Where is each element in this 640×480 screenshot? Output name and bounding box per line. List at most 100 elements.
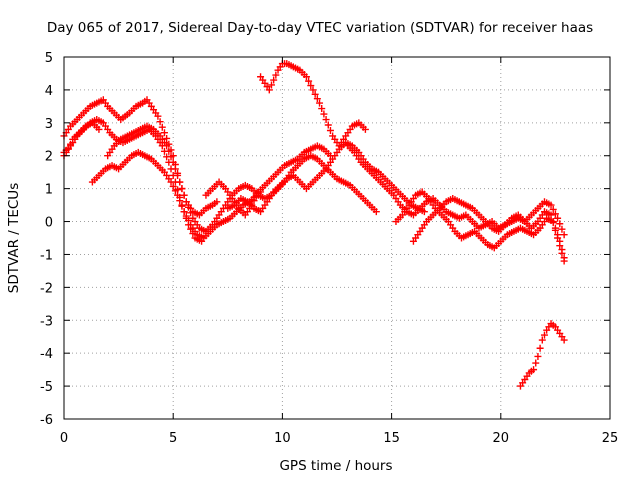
data-point	[558, 225, 566, 233]
data-point	[318, 105, 326, 113]
series-track-j	[392, 188, 568, 262]
data-point	[95, 125, 103, 133]
data-point	[270, 76, 278, 84]
x-axis-label: GPS time / hours	[279, 458, 392, 474]
data-point	[554, 214, 562, 222]
x-tick-label: 25	[602, 431, 619, 446]
chart-title: Day 065 of 2017, Sidereal Day-to-day VTE…	[47, 20, 593, 36]
series-track-i	[344, 142, 568, 265]
y-tick-label: 1	[45, 183, 53, 198]
y-axis-label: SDTVAR / TECUs	[6, 183, 22, 293]
data-point	[174, 171, 182, 179]
y-tick-label: -4	[40, 347, 53, 362]
series-track-k	[409, 195, 568, 245]
y-tick-label: 5	[45, 51, 53, 66]
data-point	[305, 77, 313, 85]
series-track-a	[60, 96, 221, 219]
data-point	[167, 153, 175, 161]
y-tick-label: -3	[40, 314, 53, 329]
data-point	[302, 73, 310, 81]
y-tick-label: -1	[40, 248, 53, 263]
x-tick-label: 0	[60, 431, 68, 446]
series-track-c	[60, 119, 103, 160]
data-point	[311, 90, 319, 98]
y-tick-label: 0	[45, 216, 53, 231]
data-point	[322, 116, 330, 124]
data-point	[530, 366, 538, 374]
data-point	[556, 220, 564, 228]
data-point	[536, 344, 544, 352]
data-point	[182, 198, 190, 206]
series-track-l	[516, 320, 568, 390]
data-point	[160, 129, 168, 137]
data-point	[558, 246, 566, 254]
data-point	[171, 187, 179, 195]
y-tick-label: 4	[45, 84, 53, 99]
data-point	[64, 145, 72, 153]
data-point	[171, 165, 179, 173]
series-track-h	[257, 60, 369, 150]
data-point	[178, 202, 186, 210]
data-point	[538, 336, 546, 344]
data-point	[267, 81, 275, 89]
data-point	[549, 218, 557, 226]
data-point	[167, 178, 175, 186]
grid-lines	[64, 57, 610, 419]
data-point	[556, 237, 564, 245]
data-point	[169, 182, 177, 190]
data-point	[551, 210, 559, 218]
data-points	[60, 60, 568, 390]
data-point	[156, 118, 164, 126]
data-point	[213, 198, 221, 206]
data-point	[165, 147, 173, 155]
x-tick-label: 10	[274, 431, 291, 446]
data-point	[560, 336, 568, 344]
data-point	[547, 201, 555, 209]
data-point	[554, 231, 562, 239]
data-point	[532, 359, 540, 367]
y-tick-label: 2	[45, 150, 53, 165]
y-tick-label: -6	[40, 413, 53, 428]
data-point	[549, 205, 557, 213]
data-point	[182, 212, 190, 220]
x-tick-label: 15	[383, 431, 400, 446]
data-point	[265, 86, 273, 94]
data-point	[178, 185, 186, 193]
y-tick-label: 3	[45, 117, 53, 132]
data-point	[176, 178, 184, 186]
data-point	[272, 71, 280, 79]
data-point	[560, 254, 568, 262]
data-point	[169, 158, 177, 166]
data-point	[540, 331, 548, 339]
data-point	[316, 99, 324, 107]
data-point	[309, 86, 317, 94]
axis-ticks: 0 5 10 15 20 25 -6 -5 -4 -3 -2 -1 0 1 2 3 4 5	[40, 51, 618, 446]
plot-frame	[63, 56, 611, 420]
data-point	[180, 208, 188, 216]
data-point	[252, 192, 260, 200]
data-point	[184, 216, 192, 224]
data-point	[154, 112, 162, 120]
x-tick-label: 5	[169, 431, 177, 446]
data-point	[326, 126, 334, 134]
data-point	[560, 231, 568, 239]
data-point	[184, 203, 192, 211]
data-point	[324, 121, 332, 129]
series-track-e	[104, 122, 380, 235]
data-point	[313, 95, 321, 103]
data-point	[187, 209, 195, 217]
data-point	[551, 224, 559, 232]
data-point	[420, 208, 428, 216]
data-point	[163, 142, 171, 150]
data-point	[163, 134, 171, 142]
data-point	[361, 125, 369, 133]
y-tick-label: -5	[40, 380, 53, 395]
data-point	[174, 191, 182, 199]
data-point	[67, 140, 75, 148]
data-point	[320, 110, 328, 118]
data-point	[250, 197, 258, 205]
data-point	[534, 352, 542, 360]
y-tick-label: -2	[40, 281, 53, 296]
x-tick-label: 20	[493, 431, 510, 446]
